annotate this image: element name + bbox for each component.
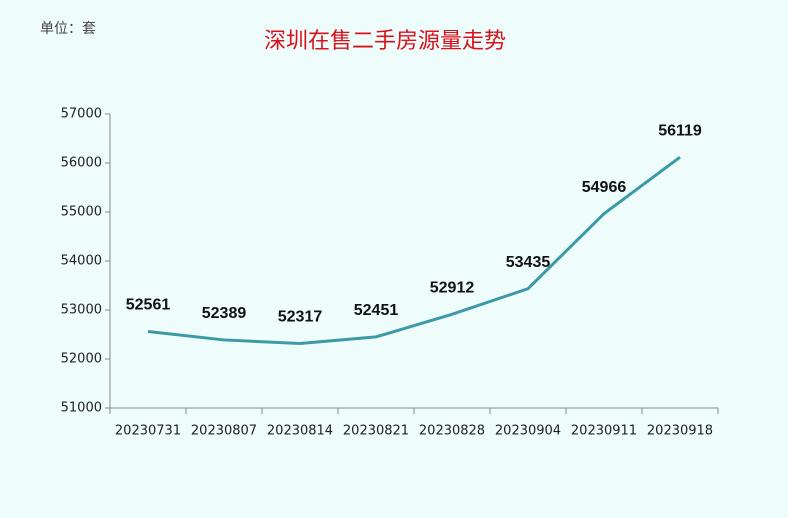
y-tick-label: 57000 — [61, 107, 102, 122]
x-tick-label: 20230731 — [115, 424, 181, 439]
y-tick-label: 56000 — [61, 156, 102, 171]
y-tick-label: 55000 — [61, 205, 102, 220]
x-tick-label: 20230911 — [571, 424, 637, 439]
data-label: 52451 — [354, 302, 399, 319]
data-label: 53435 — [506, 254, 551, 271]
x-tick-label: 20230828 — [419, 424, 485, 439]
x-tick-label: 20230807 — [191, 424, 257, 439]
x-tick-label: 20230904 — [495, 424, 561, 439]
y-tick-label: 51000 — [61, 401, 102, 416]
chart-title: 深圳在售二手房源量走势 — [264, 29, 506, 54]
x-tick-label: 20230814 — [267, 424, 333, 439]
x-tick-label: 20230918 — [647, 424, 713, 439]
y-tick-label: 53000 — [61, 303, 102, 318]
data-label: 54966 — [582, 179, 627, 196]
data-label: 52317 — [278, 309, 323, 326]
data-label: 52561 — [126, 297, 171, 314]
data-label: 52389 — [202, 305, 247, 322]
data-label: 56119 — [658, 122, 702, 139]
x-tick-label: 20230821 — [343, 424, 409, 439]
unit-label: 单位：套 — [40, 21, 96, 37]
y-tick-label: 52000 — [61, 352, 102, 367]
data-label: 52912 — [430, 280, 475, 297]
y-tick-label: 54000 — [61, 254, 102, 269]
line — [147, 155, 681, 345]
